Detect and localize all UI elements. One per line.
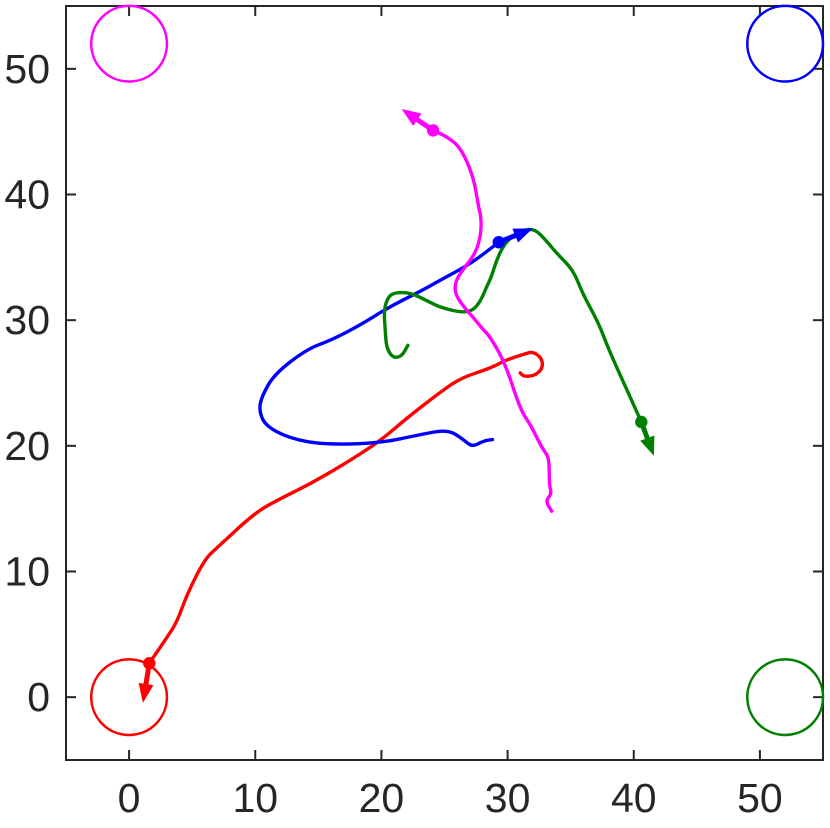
blue-heading-arrow-head bbox=[512, 228, 533, 243]
y-tick-label: 0 bbox=[27, 674, 50, 720]
red-position-dot bbox=[143, 657, 156, 670]
x-tick-label: 10 bbox=[232, 775, 278, 821]
magenta-position-dot bbox=[426, 124, 440, 137]
y-tick-label: 30 bbox=[4, 297, 50, 343]
red-trajectory bbox=[147, 350, 545, 665]
y-tick-label: 40 bbox=[4, 172, 50, 218]
green-goal-circle bbox=[746, 658, 825, 737]
green-position-dot bbox=[635, 415, 648, 429]
green-heading-arrow-head bbox=[640, 435, 655, 456]
x-tick-label: 40 bbox=[611, 775, 657, 821]
x-tick-label: 30 bbox=[485, 775, 531, 821]
blue-goal-circle bbox=[746, 4, 825, 83]
blue-trajectory bbox=[258, 240, 501, 448]
magenta-goal-circle bbox=[89, 4, 169, 83]
x-tick-label: 0 bbox=[118, 775, 141, 821]
x-tick-label: 50 bbox=[737, 775, 783, 821]
y-tick-label: 50 bbox=[4, 46, 50, 92]
magenta-trajectory bbox=[431, 128, 554, 513]
magenta-heading-arrow-head bbox=[401, 109, 422, 126]
blue-position-dot bbox=[492, 236, 505, 249]
x-tick-label: 20 bbox=[359, 775, 405, 821]
green-trajectory bbox=[382, 227, 644, 424]
y-tick-label: 20 bbox=[4, 423, 50, 469]
y-tick-label: 10 bbox=[4, 549, 50, 595]
axes-box bbox=[65, 5, 824, 761]
red-heading-arrow-head bbox=[138, 682, 154, 703]
red-goal-circle bbox=[89, 658, 169, 737]
